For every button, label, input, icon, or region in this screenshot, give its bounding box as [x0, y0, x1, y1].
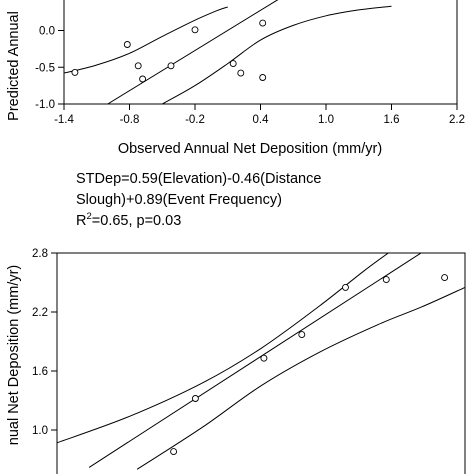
r-superscript: 2: [86, 211, 91, 222]
bottom-regression-line: [88, 253, 422, 468]
top-y-tick-label: -1.0: [35, 99, 55, 111]
top-data-point: [259, 74, 267, 81]
top-scatter-panel: -1.4 -0.8 -0.2 0.4 1.0 1.6 2.2 0.0 -0.5 -1.0 Obs…: [6, 0, 465, 157]
top-data-point: [167, 62, 175, 70]
top-x-tick-label: 2.2: [449, 114, 465, 126]
top-data-point: [139, 75, 147, 83]
top-data-point: [123, 41, 131, 48]
top-data-point: [229, 60, 237, 68]
top-x-tick-label: 0.4: [253, 114, 270, 126]
top-confidence-band-upper: [64, 6, 228, 74]
bottom-scatter-panel: 2.8 2.2 1.6 1.0 nual Net Deposition (mm/yr): [6, 248, 466, 474]
top-x-axis-title: Observed Annual Net Deposition (mm/yr): [118, 141, 382, 157]
bottom-confidence-band-upper: [57, 253, 390, 444]
bottom-data-point: [441, 274, 449, 282]
r-p-values: =0.65, p=0.03: [92, 213, 182, 229]
top-data-point: [191, 26, 199, 34]
top-plot-frame: [63, 0, 458, 105]
top-data-point: [71, 68, 79, 76]
top-confidence-band-lower: [162, 5, 392, 104]
top-y-axis-title: Predicted Annual: [6, 11, 22, 121]
bottom-data-point: [342, 283, 349, 291]
top-x-tick-label: 1.6: [384, 114, 400, 126]
bottom-plot-frame: [56, 252, 466, 474]
bottom-data-point: [191, 395, 199, 402]
top-data-point: [259, 19, 267, 27]
bottom-y-tick-label: 1.6: [32, 366, 48, 378]
top-y-tick-label: 0.0: [39, 26, 55, 38]
top-x-tick-label: -1.4: [54, 114, 74, 126]
bottom-y-tick-label: 2.2: [32, 307, 48, 319]
bottom-y-tick-label: 1.0: [32, 425, 48, 437]
bottom-y-axis-title: nual Net Deposition (mm/yr): [6, 265, 22, 446]
top-data-point: [134, 62, 142, 70]
top-regression-line: [107, 0, 279, 104]
regression-equation: STDep=0.59(Elevation)-0.46(Distance Slou…: [76, 171, 321, 229]
top-y-tick-label: -0.5: [35, 62, 55, 74]
top-x-tick-label: -0.2: [185, 114, 205, 126]
r-label: R: [76, 213, 86, 229]
bottom-data-point: [170, 448, 178, 456]
bottom-confidence-band-lower: [136, 286, 465, 470]
equation-line-2: Slough)+0.89(Event Frequency): [76, 192, 282, 208]
top-x-tick-label: -0.8: [120, 114, 140, 126]
bottom-data-point: [298, 331, 306, 339]
equation-line-1: STDep=0.59(Elevation)-0.46(Distance: [76, 171, 321, 187]
equation-line-3: R2=0.65, p=0.03: [76, 211, 181, 229]
bottom-data-point: [382, 276, 390, 284]
bottom-data-point: [260, 354, 268, 362]
top-data-point: [237, 69, 245, 77]
top-x-tick-label: 1.0: [318, 114, 334, 126]
bottom-y-tick-label: 2.8: [32, 248, 48, 260]
